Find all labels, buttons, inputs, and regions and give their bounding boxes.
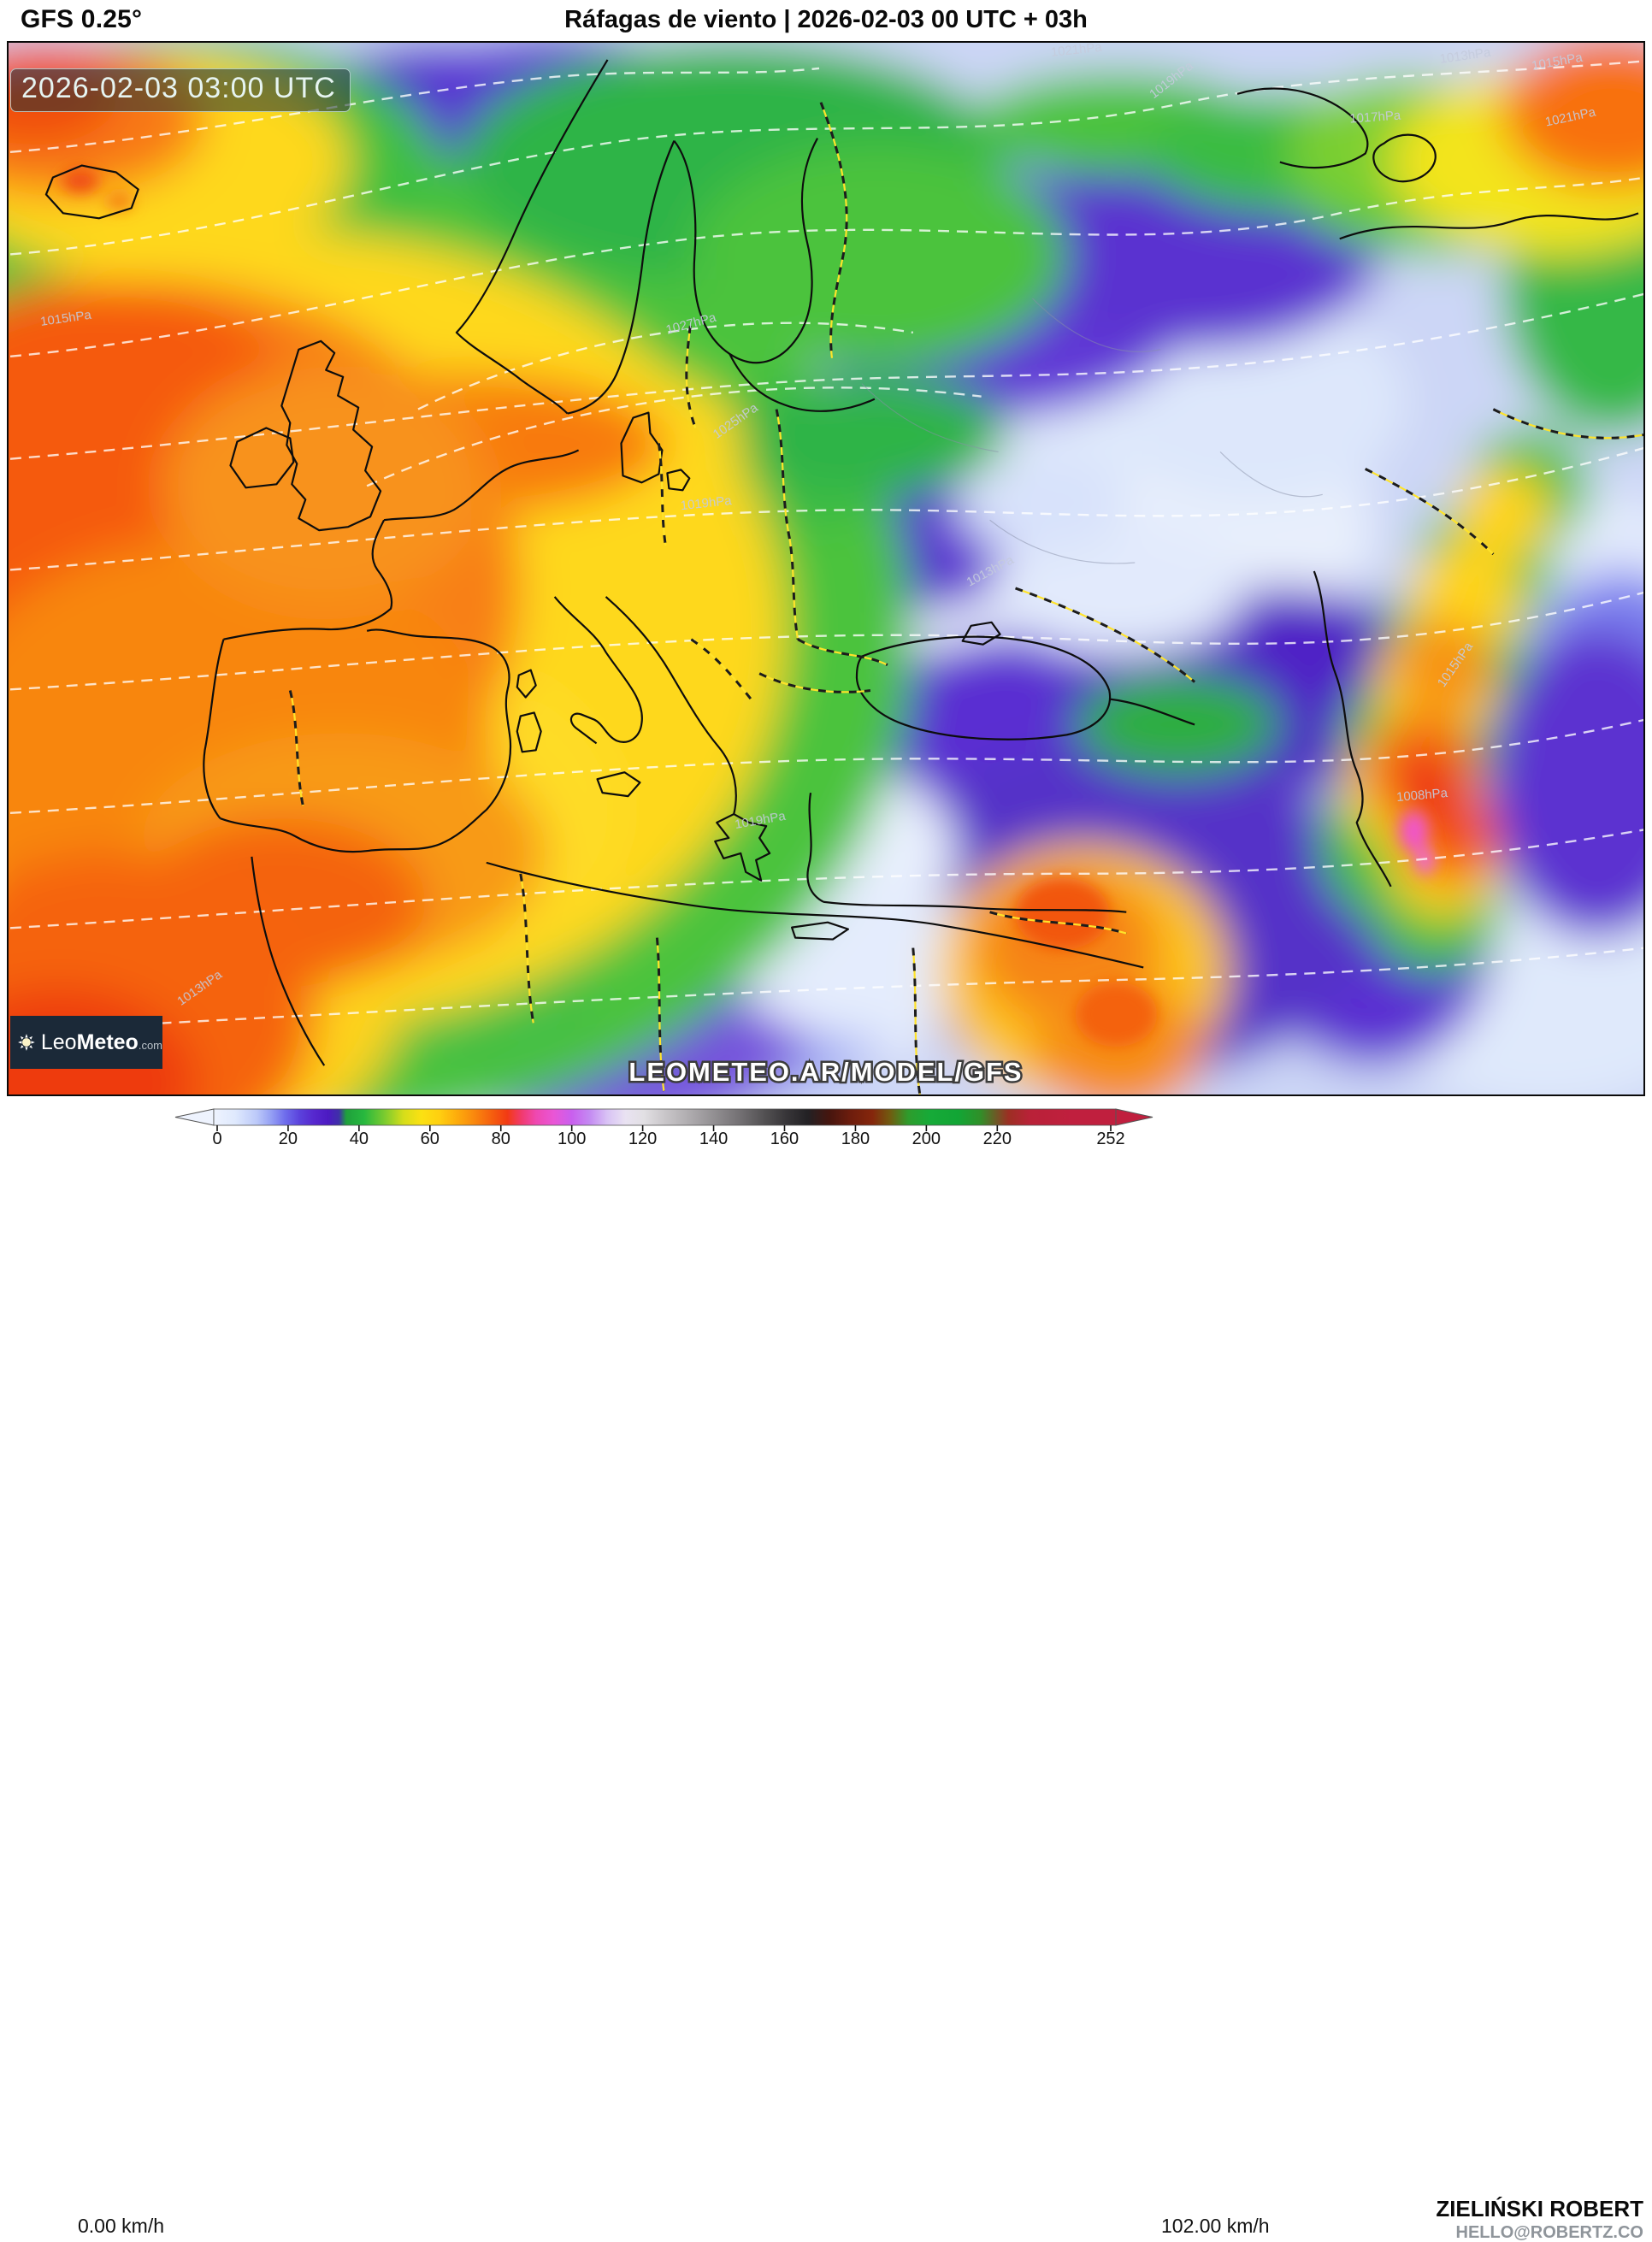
svg-text:1008hPa: 1008hPa [1395,786,1448,805]
watermark: LEOMETEO.AR/MODEL/GFS [628,1057,1023,1087]
svg-text:0: 0 [212,1130,221,1145]
logo-text: LeoMeteo.com [40,1030,162,1054]
credit-email: HELLO@ROBERTZ.CO [1455,2222,1644,2242]
admin-borders [861,298,1323,564]
colorbar-left-arrow [174,1108,215,1126]
weather-map: 1021hPa 1013hPa 1015hPa 1017hPa 1021hPa 1019h… [7,41,1645,1096]
svg-text:140: 140 [699,1130,728,1145]
legend-colorbar: 0 20 40 60 80 100 120 140 160 180 200 220 252 [174,1108,1153,1145]
country-borders [288,102,1643,1094]
svg-text:60: 60 [421,1130,440,1145]
svg-text:160: 160 [770,1130,799,1145]
svg-text:200: 200 [912,1130,941,1145]
colorbar-right-arrow [1115,1108,1153,1126]
svg-text:180: 180 [841,1130,870,1145]
isobars [9,60,1643,1032]
svg-text:80: 80 [492,1130,510,1145]
svg-text:20: 20 [279,1130,298,1145]
svg-text:220: 220 [983,1130,1012,1145]
svg-text:252: 252 [1096,1130,1124,1145]
svg-text:120: 120 [628,1130,657,1145]
header-bar: GFS 0.25° Ráfagas de viento | 2026-02-03… [0,0,1652,41]
legend-max-label: 102.00 km/h [1161,2215,1270,2237]
svg-text:40: 40 [350,1130,369,1145]
svg-text:1017hPa: 1017hPa [1349,109,1402,127]
svg-text:1021hPa: 1021hPa [1050,43,1103,60]
coastlines [44,59,1639,1066]
page-title: Ráfagas de viento | 2026-02-03 00 UTC + … [564,6,1088,33]
legend-min-label: 0.00 km/h [78,2215,164,2237]
colorbar [213,1108,1117,1126]
credit-block: ZIELIŃSKI ROBERT HELLO@ROBERTZ.CO [1436,2197,1643,2242]
credit-name: ZIELIŃSKI ROBERT [1436,2196,1643,2221]
colorbar-ticks: 0 20 40 60 80 100 120 140 160 180 200 220 252 [212,1125,1125,1145]
sun-icon [18,1034,35,1051]
leometeo-logo: LeoMeteo.com [10,1016,162,1069]
timestamp-badge: 2026-02-03 03:00 UTC [10,68,351,112]
svg-text:1019hPa: 1019hPa [680,493,733,513]
svg-text:100: 100 [558,1130,586,1145]
model-label: GFS 0.25° [21,5,143,33]
